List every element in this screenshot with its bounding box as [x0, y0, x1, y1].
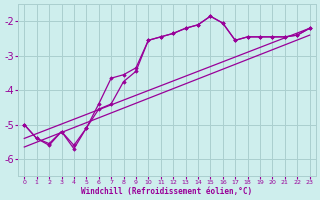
- X-axis label: Windchill (Refroidissement éolien,°C): Windchill (Refroidissement éolien,°C): [81, 187, 252, 196]
